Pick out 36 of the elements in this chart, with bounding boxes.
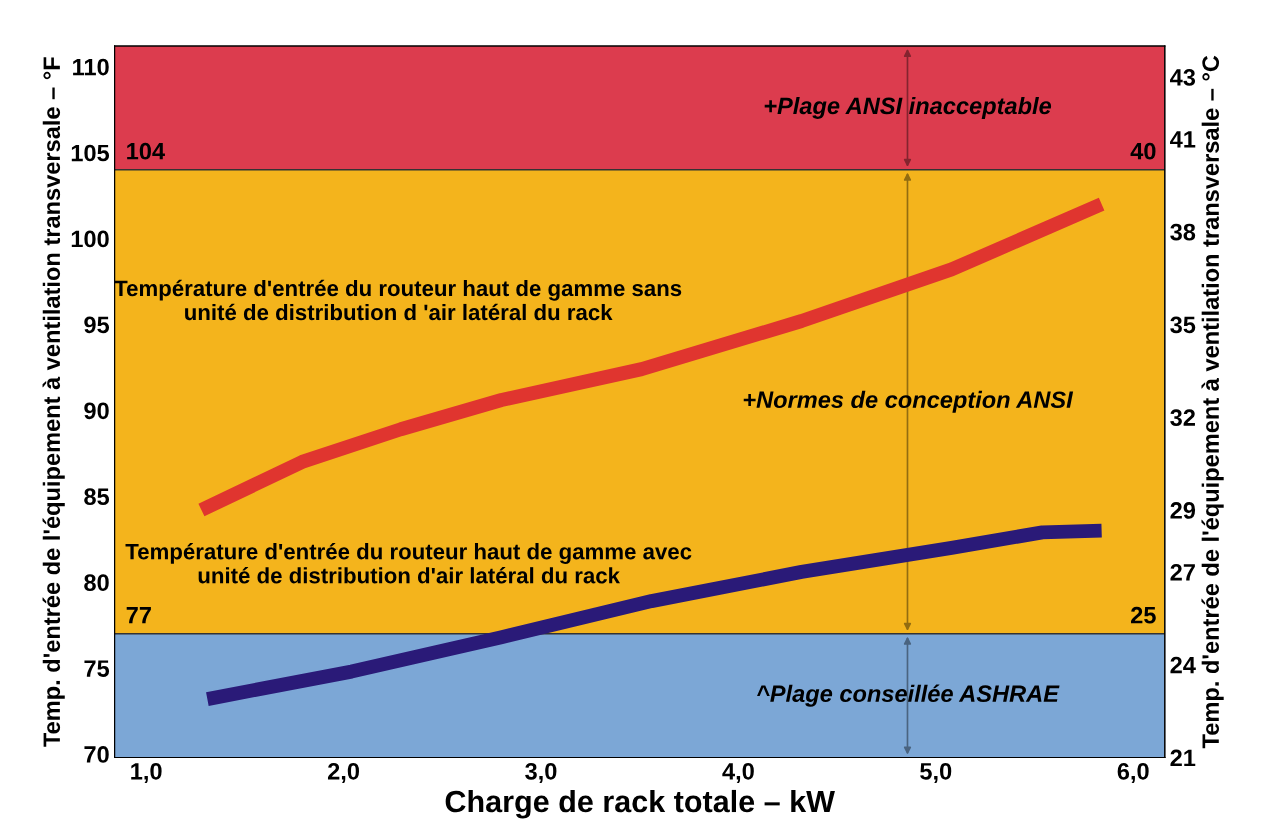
series-label: Température d'entrée du routeur haut de gamme sans unité de distribution d 'air latéral du rack <box>114 279 682 321</box>
y2-axis-title: Temp. d'entrée de l'équipement à ventilation transversale – °C <box>1201 55 1224 749</box>
x-tick-label: 2,0 <box>327 762 360 784</box>
x-axis-title: Charge de rack totale – kW <box>445 789 835 819</box>
ref-line-label: 77 <box>126 607 151 624</box>
y2-tick-label: 21 <box>1170 749 1196 767</box>
y-tick-label: 105 <box>71 144 110 162</box>
y-tick-label: 95 <box>84 316 110 334</box>
y-tick-label: 80 <box>84 574 109 591</box>
y2-tick-label: 24 <box>1170 656 1196 674</box>
annotation: 40 <box>1130 142 1156 160</box>
y-tick-label: 75 <box>84 660 110 677</box>
annotation: ^Plage conseillée ASHRAE <box>757 684 1060 707</box>
y2-tick-label: 29 <box>1170 502 1196 519</box>
y-axis-title: Temp. d'entrée de l'équipement à ventilation transversale – °F <box>42 57 65 747</box>
y2-tick-label: 41 <box>1170 131 1196 148</box>
annotation: +Normes de conception ANSI <box>743 390 1074 413</box>
y-tick-label: 90 <box>84 402 109 420</box>
y2-tick-label: 32 <box>1170 409 1195 427</box>
annotation: +Plage ANSI inacceptable <box>764 96 1052 119</box>
y2-tick-label: 38 <box>1170 223 1196 241</box>
x-tick-label: 4,0 <box>722 762 754 784</box>
y2-tick-label: 43 <box>1170 69 1196 86</box>
x-tick-label: 5,0 <box>920 762 952 784</box>
x-tick-label: 1,0 <box>131 762 162 784</box>
annotation: 25 <box>1131 606 1156 624</box>
y2-tick-label: 27 <box>1170 563 1195 581</box>
series-label: Température d'entrée du routeur haut de gamme avec unité de distribution d'air latéral du rack <box>125 542 692 584</box>
y2-tick-label: 35 <box>1170 316 1196 334</box>
ref-line-label: 104 <box>127 142 165 160</box>
x-tick-label: 3,0 <box>525 762 557 784</box>
y-tick-label: 70 <box>84 746 109 763</box>
y-tick-label: 100 <box>71 230 109 248</box>
x-tick-label: 6,0 <box>1117 762 1149 784</box>
y-tick-label: 110 <box>73 58 109 76</box>
y-tick-label: 85 <box>84 488 110 506</box>
